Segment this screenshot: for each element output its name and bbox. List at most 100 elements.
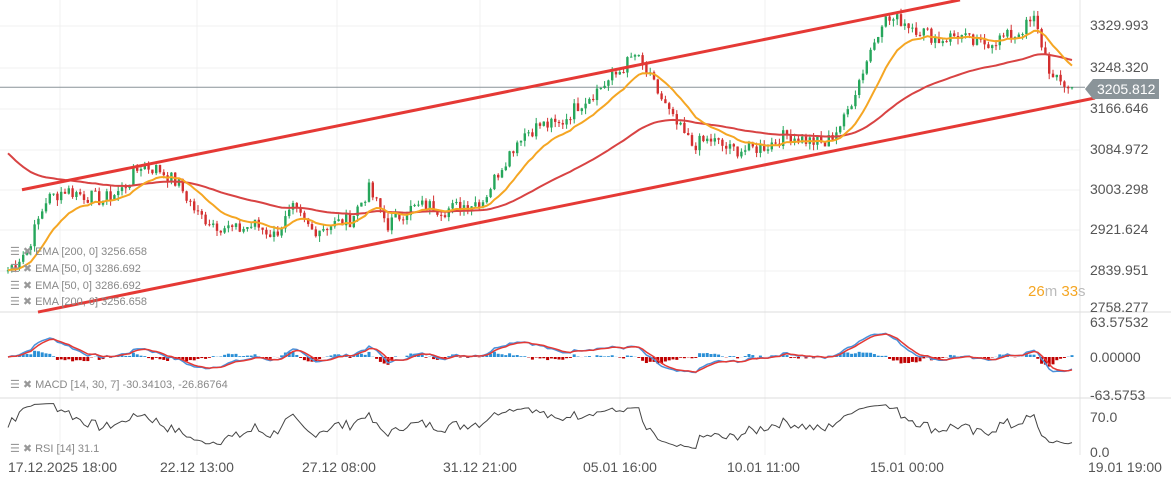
menu-icon[interactable]: ☰ <box>10 443 20 455</box>
candle-body <box>451 203 454 209</box>
macd-histogram-bar <box>485 355 489 357</box>
candle-body <box>367 182 371 202</box>
candle-body <box>185 191 188 201</box>
macd-histogram-bar <box>538 357 542 359</box>
macd-histogram-bar <box>356 353 360 357</box>
menu-icon[interactable]: ☰ <box>10 280 20 292</box>
candle-body <box>231 225 234 227</box>
close-icon[interactable]: ✖ <box>22 263 33 275</box>
candle-body <box>846 109 849 115</box>
candle-body <box>113 195 116 201</box>
candle-body <box>884 16 887 27</box>
candle-body <box>504 166 507 171</box>
close-icon[interactable]: ✖ <box>22 379 33 391</box>
candle-body <box>614 71 618 75</box>
indicator-legend-rsi[interactable]: ☰ ✖ RSI [14] 31.1 <box>10 442 99 455</box>
macd-histogram-bar <box>888 357 892 359</box>
indicator-legend-ema50[interactable]: ☰ ✖ EMA [50, 0] 3286.692 <box>10 262 141 275</box>
close-icon[interactable]: ✖ <box>22 443 33 455</box>
macd-histogram-bar <box>682 357 686 359</box>
price-tick: 3003.298 <box>1090 181 1149 197</box>
candle-body <box>14 265 17 268</box>
candle-body <box>725 145 728 149</box>
candle-body <box>428 201 431 210</box>
candle-body <box>120 187 124 192</box>
menu-icon[interactable]: ☰ <box>10 296 20 308</box>
candle-body <box>405 215 409 220</box>
candle-body <box>858 80 861 96</box>
macd-line <box>7 332 1073 374</box>
macd-histogram-bar <box>150 357 154 360</box>
candle-body <box>139 169 143 171</box>
macd-histogram-bar <box>842 352 846 357</box>
macd-histogram-bar <box>872 354 876 357</box>
macd-histogram-bar <box>378 357 382 362</box>
indicator-label: MACD [14, 30, 7] -30.34103, -26.86764 <box>35 379 228 391</box>
candle-body <box>611 71 614 81</box>
macd-histogram-bar <box>492 351 496 357</box>
macd-histogram-bar <box>880 355 884 357</box>
candle-body <box>375 197 378 199</box>
candle-body <box>679 122 682 125</box>
macd-histogram-bar <box>907 357 911 364</box>
candle-body <box>440 214 443 216</box>
candle-body <box>124 187 127 189</box>
candle-body <box>618 72 621 75</box>
candle-body <box>242 228 245 232</box>
macd-histogram-bar <box>736 357 740 359</box>
macd-histogram-bar <box>211 356 215 357</box>
macd-histogram-bar <box>747 354 751 357</box>
macd-histogram-bar <box>618 357 622 358</box>
indicator-legend-ema200[interactable]: ☰ ✖ EMA [200, 0] 3256.658 <box>10 295 147 308</box>
macd-histogram-bar <box>489 353 493 357</box>
candle-body <box>443 215 447 218</box>
menu-icon[interactable]: ☰ <box>10 246 20 258</box>
indicator-label: RSI [14] 31.1 <box>35 443 100 455</box>
macd-histogram-bar <box>162 357 166 360</box>
macd-histogram-bar <box>937 357 941 360</box>
candle-body <box>941 41 944 44</box>
macd-histogram-bar <box>196 357 200 359</box>
macd-histogram-bar <box>648 357 652 362</box>
indicator-legend-ema200[interactable]: ☰ ✖ EMA [200, 0] 3256.658 <box>10 245 147 258</box>
channel-upper-line <box>21 0 961 192</box>
candle-body <box>265 229 268 235</box>
indicator-legend-macd[interactable]: ☰ ✖ MACD [14, 30, 7] -30.34103, -26.86764 <box>10 378 228 391</box>
candle-body <box>633 55 637 57</box>
macd-histogram-bar <box>914 357 918 363</box>
close-icon[interactable]: ✖ <box>22 246 33 258</box>
candle-body <box>1021 33 1024 35</box>
macd-histogram-bar <box>534 357 538 358</box>
candle-body <box>972 34 975 45</box>
macd-histogram-bar <box>55 357 59 360</box>
macd-histogram-bar <box>375 357 379 359</box>
macd-histogram-bar <box>63 357 67 361</box>
candle-body <box>291 203 295 210</box>
macd-histogram-bar <box>204 357 208 359</box>
candle-body <box>896 14 899 20</box>
candle-body <box>945 41 948 43</box>
candle-body <box>158 165 162 173</box>
macd-histogram-bar <box>29 354 33 357</box>
candle-body <box>409 205 412 216</box>
macd-histogram-bar <box>1059 357 1063 359</box>
candle-body <box>86 199 89 203</box>
menu-icon[interactable]: ☰ <box>10 263 20 275</box>
time-tick: 05.01 16:00 <box>583 459 657 475</box>
candle-body <box>595 88 599 101</box>
candle-body <box>994 45 998 47</box>
candle-body <box>155 165 158 174</box>
macd-histogram-bar <box>181 357 185 360</box>
close-icon[interactable]: ✖ <box>22 296 33 308</box>
menu-icon[interactable]: ☰ <box>10 379 20 391</box>
macd-histogram-bar <box>869 352 873 357</box>
candle-body <box>519 140 523 143</box>
close-icon[interactable]: ✖ <box>22 280 33 292</box>
candle-body <box>801 136 804 143</box>
macd-histogram-bar <box>424 357 428 358</box>
macd-histogram-bar <box>147 357 151 359</box>
indicator-legend-ema50[interactable]: ☰ ✖ EMA [50, 0] 3286.692 <box>10 279 141 292</box>
price-tick: 3329.993 <box>1090 17 1149 33</box>
